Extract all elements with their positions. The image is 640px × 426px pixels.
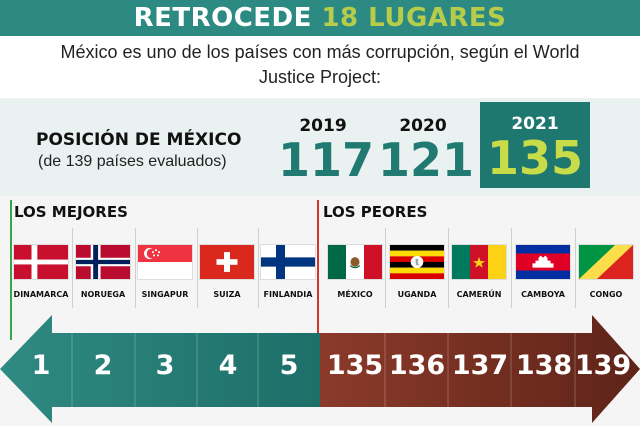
- position-subtitle: (de 139 países evaluados): [38, 153, 227, 170]
- column-divider: [575, 228, 576, 308]
- year-2021-block: 2021 135: [480, 102, 590, 188]
- country-name: MÉXICO: [337, 290, 373, 299]
- worst-divider-line: [317, 200, 319, 340]
- rank-number: 3: [155, 350, 175, 381]
- country-mexico: MÉXICO: [325, 244, 385, 299]
- column-divider: [511, 228, 512, 308]
- column-divider: [135, 228, 136, 308]
- column-divider: [197, 228, 198, 308]
- rank-number: 135: [326, 350, 384, 381]
- country-name: SUIZA: [213, 290, 241, 299]
- rank-number: 5: [279, 350, 299, 381]
- position-title: POSICIÓN DE MÉXICO: [36, 130, 242, 150]
- cameroon-flag-icon: [451, 244, 507, 280]
- country-norway: NORUEGA: [73, 244, 133, 299]
- country-singapore: SINGAPUR: [135, 244, 195, 299]
- mexico-flag-icon: [327, 244, 383, 280]
- best-arrow: [0, 315, 320, 423]
- country-cambodia: CAMBOYA: [513, 244, 573, 299]
- country-uganda: UGANDA: [387, 244, 447, 299]
- country-switzerland: SUIZA: [197, 244, 257, 299]
- country-name: UGANDA: [397, 290, 437, 299]
- rank-number: 138: [515, 350, 573, 381]
- country-name: CAMERÚN: [456, 290, 502, 299]
- denmark-flag-icon: [13, 244, 69, 280]
- subtitle: México es uno de los países con más corr…: [0, 36, 640, 98]
- singapore-flag-icon: [137, 244, 193, 280]
- column-divider: [258, 228, 259, 308]
- rank-number: 1: [31, 350, 51, 381]
- rank-number: 2: [93, 350, 113, 381]
- rank-number: 136: [388, 350, 446, 381]
- best-section-label: LOS MEJORES: [14, 203, 128, 221]
- rank-number: 139: [574, 350, 632, 381]
- year-value: 117: [278, 133, 375, 187]
- country-congo: CONGO: [576, 244, 636, 299]
- uganda-flag-icon: [389, 244, 445, 280]
- year-value: 121: [378, 133, 475, 187]
- country-cameroon: CAMERÚN: [449, 244, 509, 299]
- norway-flag-icon: [75, 244, 131, 280]
- column-divider: [448, 228, 449, 308]
- finland-flag-icon: [260, 244, 316, 280]
- year-2019-block: 2019 117: [278, 116, 375, 187]
- year-value: 135: [486, 131, 584, 185]
- page-title: RETROCEDE 18 LUGARES: [133, 3, 507, 33]
- worst-arrow: [320, 315, 640, 423]
- best-divider-line: [10, 200, 12, 340]
- country-name: SINGAPUR: [141, 290, 189, 299]
- rank-number: 137: [451, 350, 509, 381]
- country-name: CAMBOYA: [521, 290, 565, 299]
- year-label: 2020: [399, 116, 447, 136]
- country-name: FINLANDIA: [263, 290, 313, 299]
- country-finland: FINLANDIA: [258, 244, 318, 299]
- rank-number: 4: [218, 350, 238, 381]
- congo-flag-icon: [578, 244, 634, 280]
- ranking-arrow: [0, 315, 640, 423]
- country-denmark: DINAMARCA: [11, 244, 71, 299]
- column-divider: [72, 228, 73, 308]
- country-name: DINAMARCA: [13, 290, 69, 299]
- header-banner: RETROCEDE 18 LUGARES: [0, 0, 640, 36]
- year-2020-block: 2020 121: [378, 116, 475, 187]
- column-divider: [385, 228, 386, 308]
- switzerland-flag-icon: [199, 244, 255, 280]
- cambodia-flag-icon: [515, 244, 571, 280]
- year-label: 2019: [299, 116, 347, 136]
- country-name: NORUEGA: [80, 290, 126, 299]
- country-name: CONGO: [589, 290, 623, 299]
- year-label: 2021: [511, 114, 559, 134]
- worst-section-label: LOS PEORES: [323, 203, 428, 221]
